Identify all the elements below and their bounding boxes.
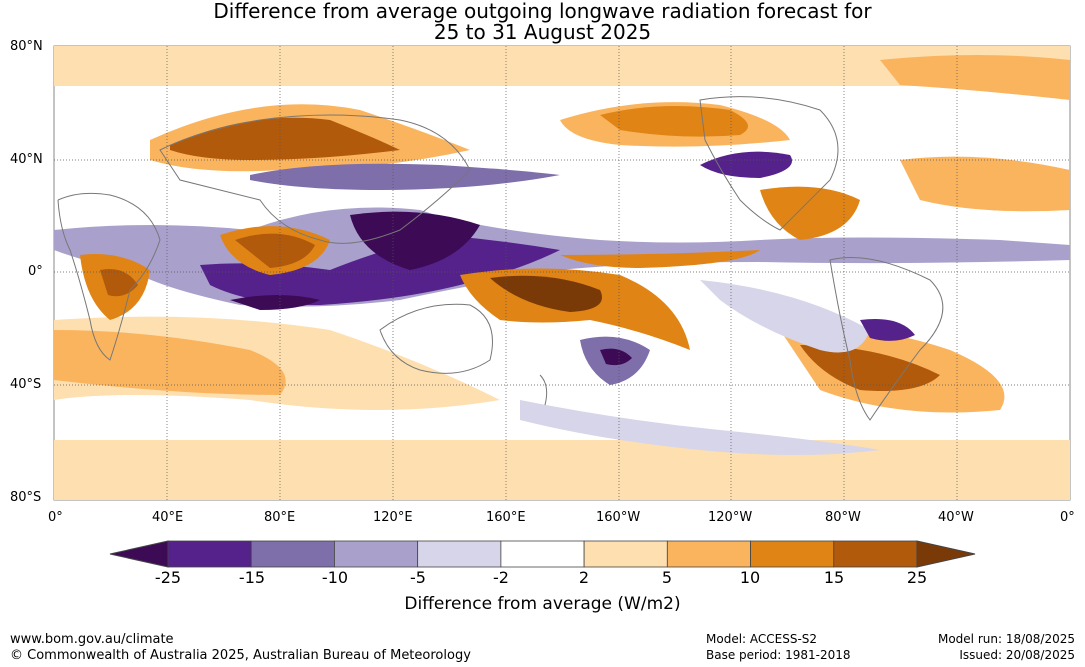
- coastline-eurasia: [159, 114, 471, 244]
- colorbar-tick: 25: [906, 568, 928, 587]
- colorbar-segment: [666, 540, 751, 568]
- colorbar-segment: [417, 540, 502, 568]
- colorbar-segment: [334, 540, 419, 568]
- colorbar-tick: -10: [321, 568, 349, 587]
- lon-label-80e: 80°E: [264, 510, 296, 525]
- colorbar-segment: [750, 540, 835, 568]
- colorbar-segment: [583, 540, 668, 568]
- anomaly-region-southern-ocean: [520, 400, 880, 455]
- lat-label-80n: 80°N: [10, 39, 43, 54]
- colorbar-title: Difference from average (W/m2): [404, 594, 681, 614]
- coastline-new-zealand: [539, 374, 548, 406]
- anomaly-core-maritime-continent: [350, 211, 480, 270]
- lon-label-0: 0°: [48, 510, 63, 525]
- anomaly-region-central-america: [760, 186, 860, 240]
- colorbar-tick: -15: [238, 568, 266, 587]
- lon-label-120e: 120°E: [373, 510, 413, 525]
- anomaly-region-south-indian: [54, 330, 286, 395]
- colorbar-tick: 15: [823, 568, 845, 587]
- coastline-south-america: [829, 257, 944, 421]
- colorbar-tick: 2: [578, 568, 590, 587]
- lat-label-80s: 80°S: [10, 490, 42, 505]
- coastline-north-america: [699, 96, 839, 231]
- footer-issued: Issued: 20/08/2025: [959, 648, 1075, 662]
- colorbar-tick: -5: [410, 568, 426, 587]
- anomaly-region-east-asia: [250, 163, 560, 190]
- anomaly-region-atlantic: [900, 156, 1070, 212]
- colorbar-extension-high: [916, 540, 976, 568]
- lon-label-40e: 40°E: [152, 510, 184, 525]
- map-title-line1: Difference from average outgoing longwav…: [213, 0, 872, 23]
- anomaly-core-amazon: [860, 319, 915, 341]
- coastline-africa: [57, 192, 161, 361]
- lon-label-40w: 40°W: [938, 510, 974, 525]
- coastline-australia: [379, 303, 493, 374]
- anomaly-core-south-pacific: [600, 348, 632, 366]
- lon-label-160w: 160°W: [596, 510, 641, 525]
- anomaly-core-indian-maritime: [200, 235, 560, 305]
- anomaly-core-spcz: [490, 275, 602, 312]
- anomaly-core-india: [235, 233, 315, 268]
- footer-url: www.bom.gov.au/climate: [10, 632, 174, 647]
- colorbar-segment: [250, 540, 335, 568]
- colorbar-segment: [167, 540, 252, 568]
- lon-label-80w: 80°W: [825, 510, 861, 525]
- anomaly-core-north-america: [700, 151, 792, 178]
- colorbar-segment: [833, 540, 918, 568]
- coastlines: [57, 96, 944, 421]
- anomaly-core-indian-ocean: [230, 295, 320, 310]
- lon-label-0-east: 0°: [1060, 510, 1075, 525]
- colorbar-tick: 5: [661, 568, 673, 587]
- footer-model: Model: ACCESS-S2: [706, 632, 818, 646]
- anomaly-core-north-pacific: [600, 106, 748, 137]
- anomaly-core-south-america: [800, 345, 940, 391]
- anomaly-band-south: [54, 440, 1070, 500]
- anomaly-region-north-atlantic: [880, 55, 1070, 100]
- lon-label-160e: 160°E: [486, 510, 526, 525]
- lat-label-equator: 0°: [28, 264, 43, 279]
- map-title-line2: 25 to 31 August 2025: [433, 20, 652, 44]
- anomaly-core-africa: [100, 269, 138, 297]
- anomaly-core-central-asia: [170, 117, 400, 160]
- lat-label-40n: 40°N: [10, 152, 43, 167]
- colorbar-segment: [500, 540, 585, 568]
- map-panel: [53, 45, 1071, 501]
- graticule: [54, 46, 1070, 500]
- colorbar: [109, 540, 976, 568]
- footer-base-period: Base period: 1981-2018: [706, 648, 851, 662]
- lon-label-120w: 120°W: [708, 510, 753, 525]
- colorbar-extension-low: [109, 540, 169, 568]
- colorbar-tick: 10: [739, 568, 761, 587]
- footer-model-run: Model run: 18/08/2025: [937, 632, 1075, 646]
- colorbar-tick: -25: [154, 568, 182, 587]
- footer-copyright: © Commonwealth of Australia 2025, Austra…: [10, 648, 471, 663]
- colorbar-tick: -2: [493, 568, 509, 587]
- anomaly-region-east-pacific: [700, 280, 870, 353]
- lat-label-40s: 40°S: [10, 377, 42, 392]
- anomaly-band-equatorial-pacific: [560, 250, 760, 268]
